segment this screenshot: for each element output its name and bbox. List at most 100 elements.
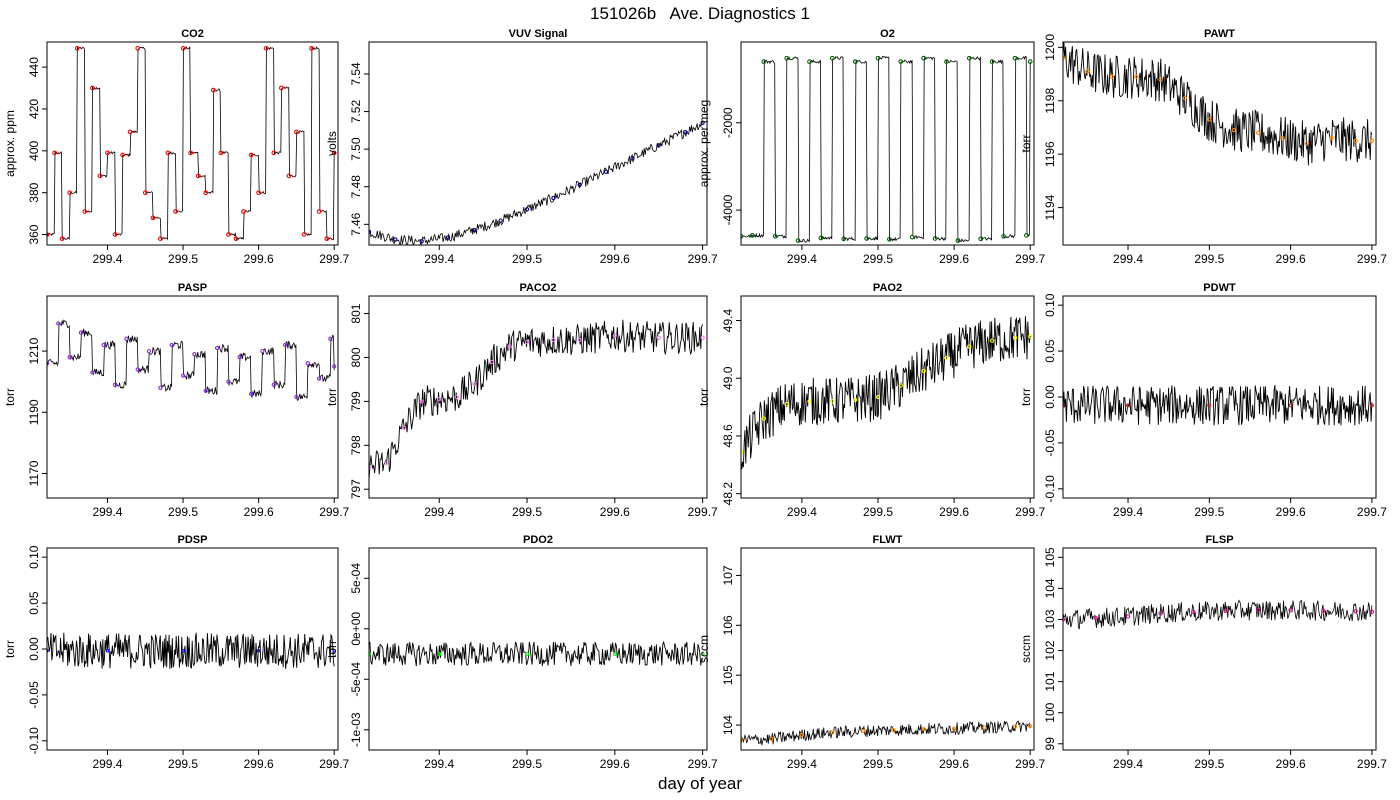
y-tick-label: 0e+00	[349, 612, 363, 646]
data-point-pdsp	[332, 649, 336, 653]
y-tick-label: 1194	[1043, 194, 1057, 220]
data-point-flsp	[1353, 608, 1358, 614]
data-point-paco2	[454, 394, 459, 400]
plot-frame-pdo2	[368, 547, 708, 751]
y-tick-label: 104	[1043, 578, 1057, 598]
raw-trace-o2	[741, 55, 1031, 243]
y-tick-label: 105	[721, 665, 735, 685]
data-point-paco2	[507, 344, 512, 349]
data-point-pdsp	[181, 649, 185, 653]
data-point-paco2	[489, 359, 495, 365]
x-tick-label: 299.6	[600, 252, 630, 266]
y-tick-label: 0.10	[1043, 293, 1057, 317]
data-point-flwt	[982, 725, 987, 730]
y-tick-label: 7.46	[349, 212, 363, 236]
data-point-vuv-signal	[577, 182, 582, 188]
y-tick-label: -0.05	[27, 681, 41, 709]
y-tick-label: 5e-04	[349, 563, 363, 594]
data-point-pdsp	[105, 649, 110, 653]
panel-title-pdo2: PDO2	[523, 534, 553, 546]
data-point-vuv-signal	[551, 195, 556, 201]
panel-title-pasp: PASP	[178, 282, 207, 294]
data-point-paco2	[700, 335, 705, 340]
y-tick-label: 48.2	[721, 482, 735, 506]
x-tick-label: 299.5	[863, 757, 893, 771]
data-point-co2	[256, 190, 261, 196]
data-point-pao2	[967, 344, 972, 349]
data-point-pasp	[316, 376, 322, 381]
panel-title-pawt: PAWT	[1204, 28, 1235, 40]
data-point-co2	[105, 150, 110, 156]
y-tick-label: 1200	[1043, 34, 1057, 61]
data-point-pasp	[203, 388, 208, 394]
data-point-pasp	[101, 342, 106, 348]
plot-frame-pao2	[740, 295, 1035, 499]
data-point-o2	[1027, 59, 1033, 64]
panel-title-flwt: FLWT	[873, 534, 903, 546]
y-tick-label: 0.05	[1043, 339, 1057, 363]
y-tick-label: 49.0	[721, 366, 735, 390]
panel-pdo2: PDO2 299.4 299.5 299.6 299.7 -1e-03 -5e-04 0e+0…	[325, 534, 718, 771]
data-point-o2	[750, 233, 755, 238]
y-tick-label: 420	[27, 99, 41, 119]
y-tick-label: 100	[1043, 702, 1057, 722]
data-point-pawt	[1134, 74, 1139, 79]
data-point-flwt	[951, 726, 957, 731]
data-point-paco2	[401, 425, 407, 430]
y-tick-label: -0.05	[1043, 429, 1057, 457]
data-point-co2	[67, 190, 73, 196]
data-point-o2	[761, 59, 767, 64]
data-point-pawt	[1329, 136, 1334, 141]
data-point-pawt	[1158, 77, 1163, 82]
data-point-co2	[210, 87, 216, 93]
data-point-o2	[932, 236, 938, 241]
panel-title-pdsp: PDSP	[178, 534, 208, 546]
panel-o2: O2 299.4 299.5 299.6 299.7 -4000 -2000 approx. …	[697, 28, 1046, 266]
panel-pdsp: PDSP 299.4 299.5 299.6 299.7 -0.10 -0.05 0.00 0.…	[3, 534, 350, 771]
raw-trace-pasp	[47, 319, 335, 402]
y-tick-label: -5e-04	[349, 662, 363, 697]
data-point-o2	[795, 238, 801, 243]
x-tick-label: 299.4	[787, 252, 817, 266]
data-point-co2	[263, 45, 269, 51]
x-tick-label: 299.7	[319, 252, 349, 266]
data-point-vuv-signal	[445, 235, 451, 240]
data-point-o2	[887, 236, 892, 242]
data-point-co2	[135, 45, 141, 51]
data-point-co2	[97, 173, 103, 179]
data-point-o2	[829, 55, 835, 61]
data-point-co2	[120, 152, 125, 158]
panel-pao2: PAO2 299.4 299.5 299.6 299.7 48.2 48.6 49.0 49.4…	[697, 282, 1046, 519]
data-point-co2	[158, 236, 163, 242]
panel-paco2: PACO2 299.4 299.5 299.6 299.7 797 798 799 800 801…	[325, 282, 718, 519]
figure-title: 151026b Ave. Diagnostics 1	[590, 4, 810, 23]
data-point-co2	[316, 209, 322, 214]
raw-trace-pdwt	[1063, 385, 1373, 426]
y-tick-label: -1e-03	[349, 712, 363, 747]
y-tick-label: 801	[349, 303, 363, 323]
x-tick-label: 299.7	[1357, 252, 1387, 266]
x-tick-label: 299.4	[92, 252, 122, 266]
raw-trace-paco2	[369, 319, 704, 481]
x-tick-label: 299.6	[939, 252, 969, 266]
x-tick-label: 299.4	[1113, 757, 1143, 771]
data-point-o2	[966, 55, 972, 61]
data-point-o2	[875, 55, 881, 61]
data-point-pawt	[1255, 130, 1261, 135]
raw-trace-co2	[47, 45, 335, 241]
data-point-pasp	[135, 367, 140, 372]
y-tick-label: 0.10	[27, 545, 41, 569]
plot-frame-flsp	[1062, 547, 1377, 751]
y-tick-label: 0.00	[27, 637, 41, 661]
panel-title-paco2: PACO2	[519, 282, 556, 294]
data-point-pasp	[112, 382, 118, 387]
panel-title-o2: O2	[880, 28, 895, 40]
data-point-co2	[271, 150, 277, 156]
data-point-vuv-signal	[603, 169, 609, 174]
data-point-flsp	[1125, 614, 1131, 619]
data-point-flwt	[891, 727, 896, 733]
y-tick-label: 104	[721, 715, 735, 735]
x-tick-label: 299.6	[939, 757, 969, 771]
y-tick-label: 102	[1043, 640, 1057, 660]
